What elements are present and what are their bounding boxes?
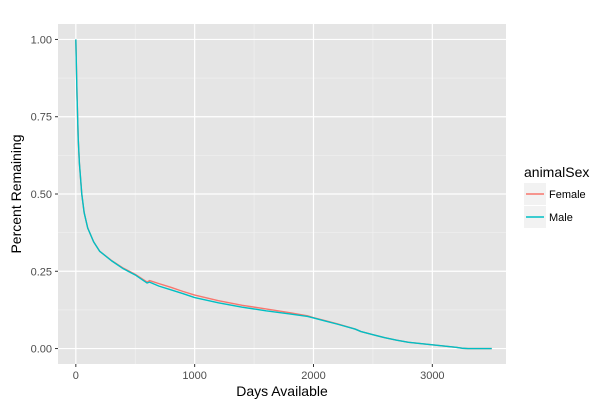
x-tick-label: 1000 [182, 370, 206, 382]
y-tick-label: 0.25 [31, 266, 52, 278]
x-tick-label: 2000 [301, 370, 325, 382]
x-axis: 0 1000 2000 3000 [73, 364, 445, 382]
legend-label-female: Female [549, 189, 586, 201]
x-tick-label: 0 [73, 370, 79, 382]
x-axis-title: Days Available [236, 383, 328, 399]
legend-entries: Female Male [524, 183, 586, 228]
legend-title: animalSex [524, 164, 589, 180]
y-tick-label: 0.00 [31, 344, 52, 356]
y-axis-title: Percent Remaining [8, 134, 24, 253]
x-tick-label: 3000 [420, 370, 444, 382]
legend-label-male: Male [549, 212, 573, 224]
y-tick-label: 0.75 [31, 112, 52, 124]
series-layer [75, 39, 492, 350]
series-line-male [75, 39, 492, 350]
y-tick-label: 0.50 [31, 189, 52, 201]
y-tick-label: 1.00 [31, 34, 52, 46]
major-gridlines [58, 24, 506, 364]
legend: animalSex Female Male [524, 164, 589, 228]
y-axis: 0.00 0.25 0.50 0.75 1.00 [31, 34, 58, 356]
